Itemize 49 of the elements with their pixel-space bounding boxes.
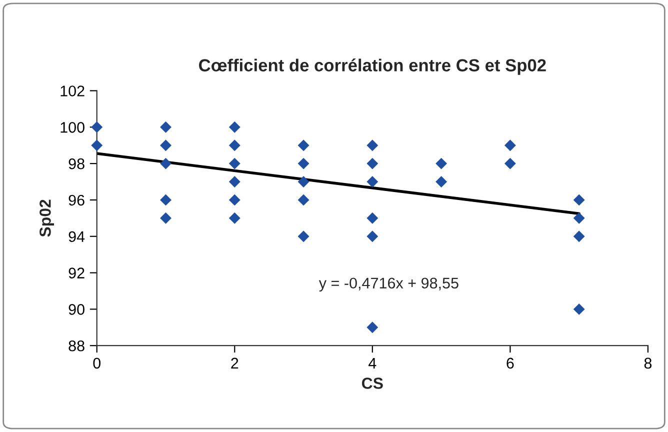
- point: [160, 158, 172, 170]
- y-tick-label: 98: [68, 158, 84, 170]
- y-tick-label: 90: [68, 304, 84, 315]
- point: [160, 140, 172, 152]
- point: [366, 212, 378, 224]
- x-tick-label: 6: [506, 358, 514, 369]
- point: [91, 121, 103, 133]
- point: [573, 212, 585, 224]
- chart-title: Cœfficient de corrélation entre CS et Sp02: [199, 58, 546, 75]
- point: [573, 230, 585, 242]
- point: [91, 140, 103, 152]
- y-tick-label: 88: [68, 340, 84, 352]
- point: [228, 176, 240, 188]
- point: [366, 158, 378, 170]
- point: [366, 230, 378, 242]
- point: [298, 158, 310, 170]
- point: [228, 140, 240, 152]
- x-tick-label: 4: [368, 358, 376, 368]
- y-tick-label: 102: [60, 86, 84, 96]
- y-tick-label: 100: [60, 122, 84, 133]
- x-tick-label: 0: [93, 358, 101, 369]
- x-tick-label: 2: [231, 358, 238, 368]
- point: [573, 194, 585, 206]
- y-axis-title: Sp02: [40, 200, 54, 237]
- point: [504, 158, 516, 170]
- point: [573, 303, 585, 315]
- point: [298, 176, 310, 188]
- y-tick-label: 96: [68, 194, 84, 206]
- point: [298, 140, 310, 152]
- point: [366, 322, 378, 334]
- point: [228, 121, 240, 133]
- point: [298, 230, 310, 242]
- point: [436, 176, 448, 188]
- point: [366, 140, 378, 152]
- point: [160, 212, 172, 224]
- point: [228, 194, 240, 206]
- point: [366, 176, 378, 188]
- point: [228, 212, 240, 224]
- annotation: y = -0,4716x + 98,55: [318, 278, 458, 292]
- point: [160, 194, 172, 206]
- point: [160, 121, 172, 133]
- point: [436, 158, 448, 170]
- y-tick-label: 92: [68, 268, 84, 278]
- x-axis-title: CS: [362, 378, 383, 389]
- point: [228, 158, 240, 170]
- point: [298, 194, 310, 206]
- y-tick-label: 94: [68, 231, 85, 242]
- point: [504, 140, 516, 152]
- x-tick-label: 8: [644, 358, 652, 369]
